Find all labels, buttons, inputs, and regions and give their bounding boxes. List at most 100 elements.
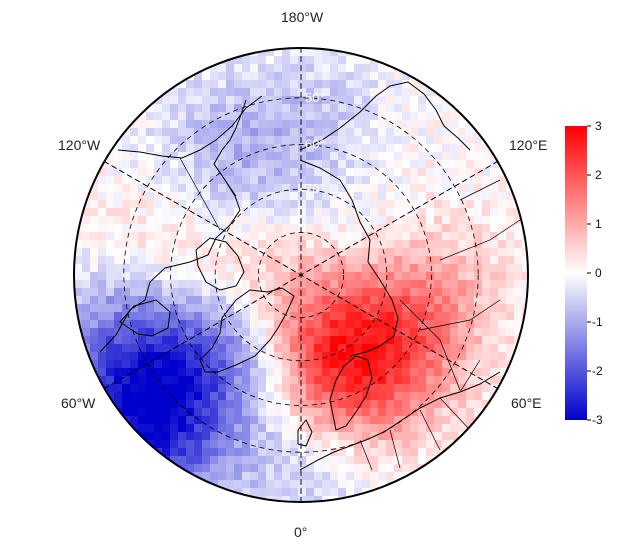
- field-cell: [314, 320, 323, 329]
- field-cell: [314, 224, 323, 233]
- field-cell: [330, 208, 339, 217]
- field-cell: [306, 72, 315, 81]
- field-cell: [466, 264, 475, 273]
- field-cell: [466, 288, 475, 297]
- field-cell: [242, 184, 251, 193]
- field-cell: [410, 88, 419, 97]
- field-cell: [202, 320, 211, 329]
- field-cell: [338, 336, 347, 345]
- field-cell: [306, 320, 315, 329]
- field-cell: [322, 128, 331, 137]
- field-cell: [426, 432, 435, 441]
- field-cell: [170, 368, 179, 377]
- field-cell: [378, 312, 387, 321]
- field-cell: [250, 112, 259, 121]
- field-cell: [194, 296, 203, 305]
- field-cell: [394, 304, 403, 313]
- field-cell: [362, 464, 371, 473]
- field-cell: [450, 280, 459, 289]
- field-cell: [266, 160, 275, 169]
- field-cell: [442, 104, 451, 113]
- field-cell: [442, 128, 451, 137]
- field-cell: [298, 344, 307, 353]
- field-cell: [418, 152, 427, 161]
- field-cell: [218, 440, 227, 449]
- field-cell: [178, 104, 187, 113]
- field-cell: [154, 344, 163, 353]
- field-cell: [250, 256, 259, 265]
- field-cell: [226, 272, 235, 281]
- field-cell: [402, 232, 411, 241]
- field-cell: [258, 336, 267, 345]
- field-cell: [186, 232, 195, 241]
- field-cell: [170, 320, 179, 329]
- field-cell: [178, 88, 187, 97]
- field-cell: [234, 136, 243, 145]
- field-cell: [242, 304, 251, 313]
- field-cell: [298, 56, 307, 65]
- field-cell: [250, 160, 259, 169]
- field-cell: [226, 264, 235, 273]
- field-cell: [394, 72, 403, 81]
- field-cell: [210, 272, 219, 281]
- field-cell: [290, 112, 299, 121]
- field-cell: [282, 208, 291, 217]
- field-cell: [122, 424, 131, 433]
- field-cell: [162, 288, 171, 297]
- field-cell: [234, 496, 243, 502]
- field-cell: [378, 432, 387, 441]
- field-cell: [322, 464, 331, 473]
- field-cell: [306, 328, 315, 337]
- field-cell: [250, 152, 259, 161]
- field-cell: [202, 144, 211, 153]
- field-cell: [274, 200, 283, 209]
- field-cell: [410, 280, 419, 289]
- field-cell: [226, 152, 235, 161]
- colorbar-tick-label: -2: [592, 364, 603, 378]
- field-cell: [410, 464, 419, 473]
- field-cell: [378, 400, 387, 409]
- field-cell: [266, 288, 275, 297]
- field-cell: [122, 256, 131, 265]
- field-cell: [306, 232, 315, 241]
- field-cell: [402, 264, 411, 273]
- field-cell: [266, 136, 275, 145]
- field-cell: [442, 376, 451, 385]
- field-cell: [466, 408, 475, 417]
- field-cell: [122, 264, 131, 273]
- field-cell: [362, 256, 371, 265]
- field-cell: [154, 400, 163, 409]
- field-cell: [330, 144, 339, 153]
- field-cell: [234, 216, 243, 225]
- field-cell: [402, 352, 411, 361]
- field-cell: [194, 112, 203, 121]
- field-cell: [482, 224, 491, 233]
- field-cell: [402, 424, 411, 433]
- field-cell: [306, 200, 315, 209]
- field-cell: [82, 280, 91, 289]
- field-cell: [74, 336, 83, 345]
- field-cell: [394, 408, 403, 417]
- field-cell: [234, 320, 243, 329]
- field-cell: [322, 408, 331, 417]
- field-cell: [466, 144, 475, 153]
- field-cell: [146, 120, 155, 129]
- field-cell: [418, 272, 427, 281]
- field-cell: [290, 456, 299, 465]
- field-cell: [162, 296, 171, 305]
- colorbar-tick-label: -1: [592, 315, 603, 329]
- field-cell: [138, 424, 147, 433]
- field-cell: [322, 448, 331, 457]
- field-cell: [418, 208, 427, 217]
- field-cell: [266, 120, 275, 129]
- field-cell: [258, 264, 267, 273]
- field-cell: [266, 112, 275, 121]
- field-cell: [410, 312, 419, 321]
- field-cell: [466, 368, 475, 377]
- field-cell: [186, 192, 195, 201]
- field-cell: [314, 64, 323, 73]
- field-cell: [402, 272, 411, 281]
- field-cell: [274, 448, 283, 457]
- field-cell: [434, 304, 443, 313]
- field-cell: [202, 104, 211, 113]
